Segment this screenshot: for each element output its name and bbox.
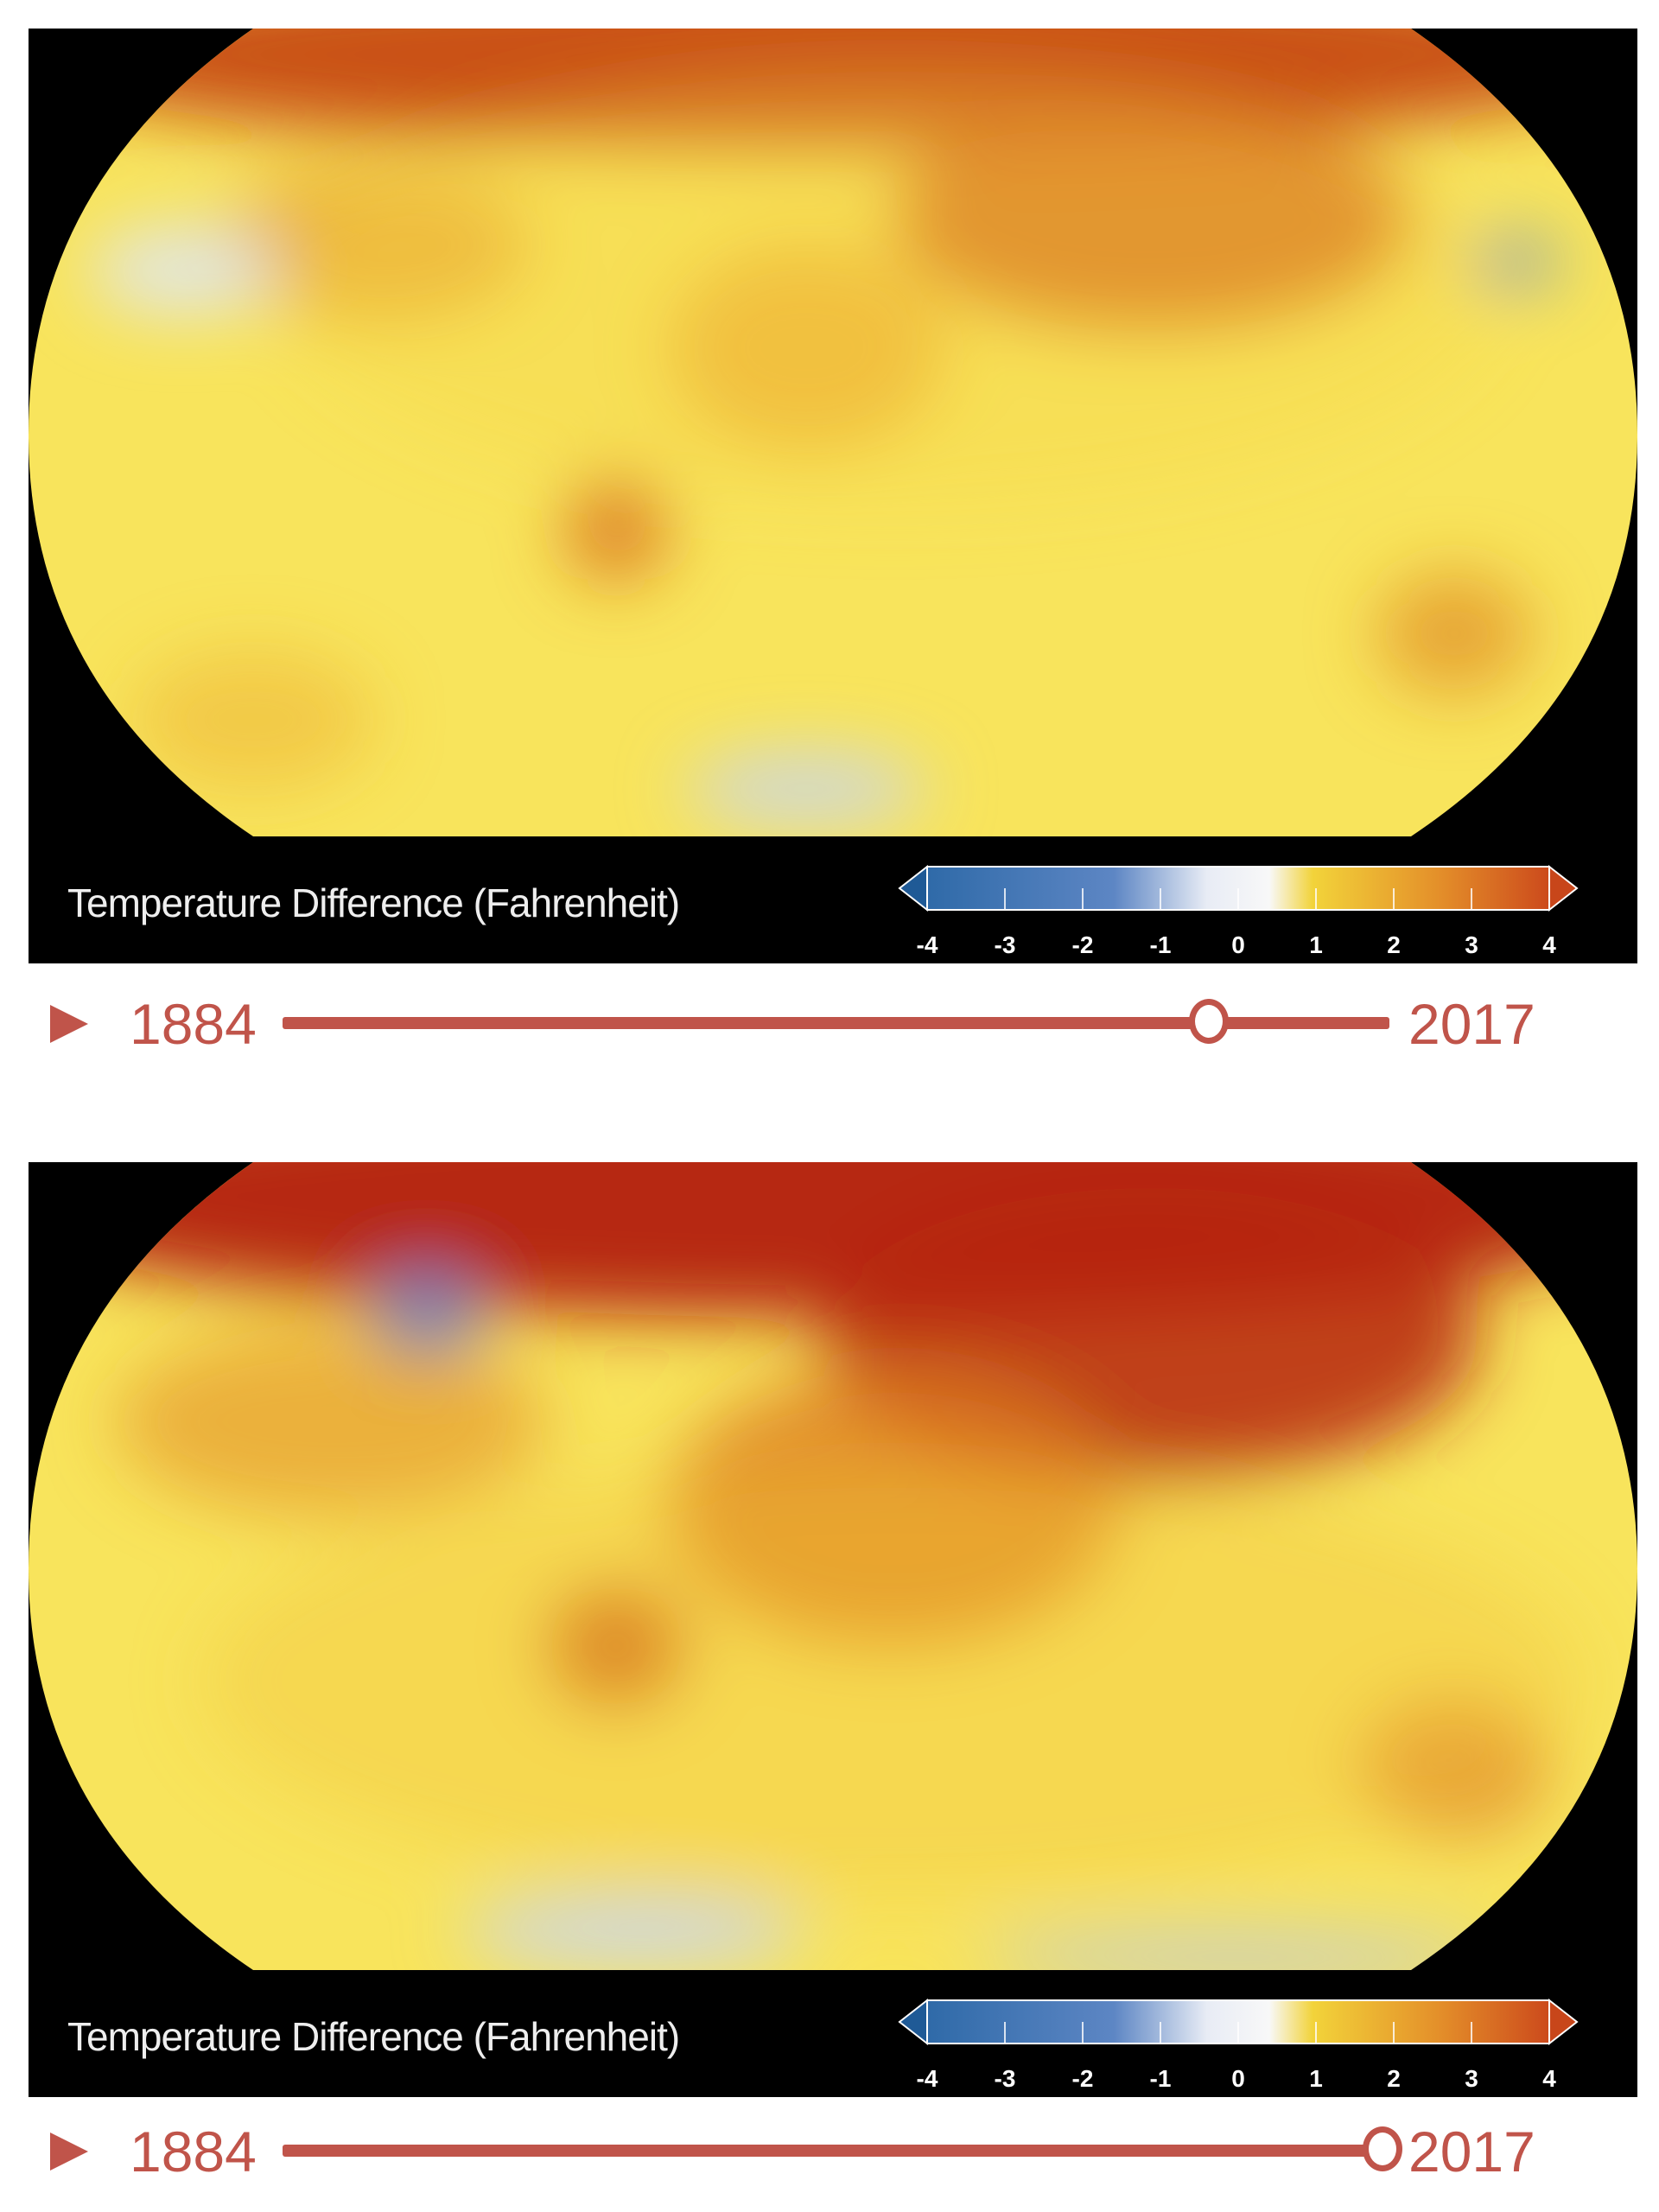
tick-label: 0 xyxy=(1231,2065,1245,2092)
tick-label: 1 xyxy=(1309,931,1323,958)
start-year-label: 1884 xyxy=(130,992,257,1056)
tick-label: -4 xyxy=(916,2065,938,2092)
cold-arrow-icon xyxy=(898,864,928,912)
anomaly-region xyxy=(1376,573,1532,694)
anomaly-region xyxy=(685,754,927,823)
anomaly-region xyxy=(564,478,668,582)
end-year-label: 2017 xyxy=(1408,992,1535,1056)
slider-thumb[interactable] xyxy=(1189,999,1230,1044)
color-scale-bar xyxy=(898,864,1579,912)
play-icon[interactable] xyxy=(50,1005,88,1043)
tick-label: -4 xyxy=(916,931,938,958)
hot-arrow-icon xyxy=(1548,1998,1579,2046)
tick-label: -2 xyxy=(1071,931,1094,958)
year-slider-1[interactable]: 1884 2017 xyxy=(0,981,1659,1067)
legend-title: Temperature Difference (Fahrenheit) xyxy=(67,2014,680,2059)
slider-track[interactable] xyxy=(283,2145,1382,2157)
tick-label: 3 xyxy=(1465,2065,1478,2092)
year-slider-2[interactable]: 1884 2017 xyxy=(0,2108,1659,2195)
temperature-map-panel-2: Temperature Difference (Fahrenheit) -4 -3… xyxy=(29,1162,1637,2097)
anomaly-region xyxy=(201,1465,1584,1897)
color-scale-ticks: -4 -3 -2 -1 0 1 2 3 4 xyxy=(917,2065,1556,2100)
anomaly-region xyxy=(89,227,279,314)
end-year-label: 2017 xyxy=(1408,2120,1535,2183)
color-scale-bar xyxy=(898,1998,1579,2046)
world-temperature-map xyxy=(29,29,1637,836)
legend-title: Temperature Difference (Fahrenheit) xyxy=(67,880,680,925)
hot-arrow-icon xyxy=(1548,864,1579,912)
tick-label: -1 xyxy=(1149,931,1172,958)
play-icon[interactable] xyxy=(50,2133,88,2171)
tick-label: 4 xyxy=(1542,2065,1556,2092)
color-scale-ticks: -4 -3 -2 -1 0 1 2 3 4 xyxy=(917,931,1556,966)
tick-label: 1 xyxy=(1309,2065,1323,2092)
tick-label: 3 xyxy=(1465,931,1478,958)
tick-label: -1 xyxy=(1149,2065,1172,2092)
start-year-label: 1884 xyxy=(130,2120,257,2183)
anomaly-region xyxy=(29,29,1637,149)
tick-label: 2 xyxy=(1387,2065,1401,2092)
anomaly-region xyxy=(132,651,374,789)
anomaly-region xyxy=(979,1936,1497,1970)
tick-label: 0 xyxy=(1231,931,1245,958)
temperature-map-panel-1: Temperature Difference (Fahrenheit) -4 -3… xyxy=(29,29,1637,963)
world-temperature-map xyxy=(29,1162,1637,1970)
tick-label: -2 xyxy=(1071,2065,1094,2092)
tick-label: 2 xyxy=(1387,931,1401,958)
anomaly-region xyxy=(461,1897,806,1966)
anomaly-region xyxy=(115,1326,547,1516)
tick-label: -3 xyxy=(994,931,1016,958)
slider-track[interactable] xyxy=(283,1017,1389,1029)
slider-thumb[interactable] xyxy=(1363,2126,1402,2171)
anomaly-region xyxy=(288,72,1497,504)
tick-label: 4 xyxy=(1542,931,1556,958)
tick-label: -3 xyxy=(994,2065,1016,2092)
cold-arrow-icon xyxy=(898,1998,928,2046)
